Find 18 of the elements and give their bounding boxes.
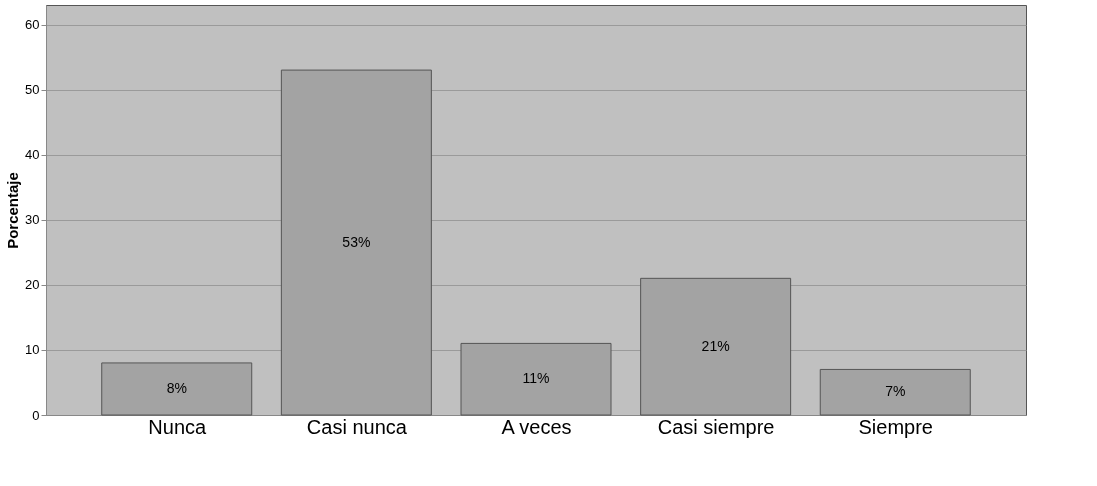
x-tick-label: Casi nunca — [306, 415, 408, 438]
data-label: 21% — [701, 337, 730, 354]
y-tick-label: 40 — [25, 147, 40, 163]
x-tick-label: Casi siempre — [657, 415, 775, 438]
x-tick-label: A veces — [501, 415, 572, 438]
data-label: 7% — [885, 383, 906, 400]
y-axis-title: Porcentaje — [4, 172, 22, 249]
x-tick-label: Nunca — [148, 415, 208, 438]
y-tick-label: 10 — [25, 342, 40, 358]
data-label: 8% — [166, 379, 187, 396]
y-tick-label: 50 — [25, 82, 40, 98]
y-tick-label: 60 — [25, 17, 40, 33]
y-tick-label: 0 — [32, 407, 40, 423]
data-label: 53% — [342, 233, 371, 250]
x-tick-label: Siempre — [858, 415, 933, 438]
data-label: 11% — [522, 370, 550, 387]
y-tick-label: 30 — [25, 212, 40, 228]
y-tick-label: 20 — [25, 277, 40, 293]
